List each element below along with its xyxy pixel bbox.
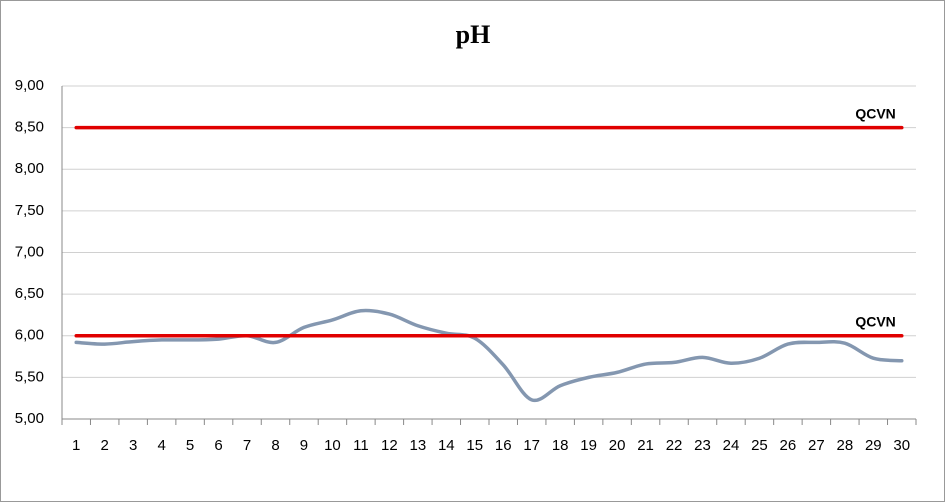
x-tick-label: 7 bbox=[243, 437, 251, 454]
y-tick-label: 7,50 bbox=[15, 202, 44, 219]
x-tick-label: 13 bbox=[409, 437, 426, 454]
y-tick-label: 6,50 bbox=[15, 285, 44, 302]
y-tick-label: 5,00 bbox=[15, 410, 44, 427]
y-tick-label: 9,00 bbox=[15, 77, 44, 94]
x-tick-label: 22 bbox=[666, 437, 683, 454]
x-tick-label: 17 bbox=[523, 437, 540, 454]
line-label: QCVN bbox=[855, 105, 895, 121]
x-tick-label: 12 bbox=[381, 437, 398, 454]
x-tick-label: 20 bbox=[609, 437, 626, 454]
x-tick-label: 26 bbox=[780, 437, 797, 454]
x-tick-label: 29 bbox=[865, 437, 882, 454]
y-tick-label: 8,00 bbox=[15, 160, 44, 177]
x-tick-label: 24 bbox=[723, 437, 740, 454]
x-tick-label: 21 bbox=[637, 437, 654, 454]
x-tick-label: 9 bbox=[300, 437, 308, 454]
x-tick-label: 4 bbox=[157, 437, 165, 454]
chart-title: pH bbox=[456, 20, 491, 49]
x-tick-label: 15 bbox=[466, 437, 483, 454]
y-tick-label: 8,50 bbox=[15, 119, 44, 136]
x-tick-label: 3 bbox=[129, 437, 137, 454]
x-tick-label: 30 bbox=[893, 437, 910, 454]
x-tick-label: 28 bbox=[836, 437, 853, 454]
x-tick-label: 8 bbox=[271, 437, 279, 454]
x-tick-label: 18 bbox=[552, 437, 569, 454]
x-tick-label: 2 bbox=[101, 437, 109, 454]
x-tick-label: 16 bbox=[495, 437, 512, 454]
x-tick-label: 10 bbox=[324, 437, 341, 454]
y-tick-label: 6,00 bbox=[15, 327, 44, 344]
x-tick-label: 14 bbox=[438, 437, 455, 454]
y-tick-label: 7,00 bbox=[15, 243, 44, 260]
y-tick-label: 5,50 bbox=[15, 368, 44, 385]
x-tick-label: 19 bbox=[580, 437, 597, 454]
x-tick-label: 1 bbox=[72, 437, 80, 454]
data-line bbox=[74, 308, 904, 403]
x-tick-label: 5 bbox=[186, 437, 194, 454]
x-tick-label: 23 bbox=[694, 437, 711, 454]
x-tick-label: 27 bbox=[808, 437, 825, 454]
x-tick-label: 25 bbox=[751, 437, 768, 454]
line-label: QCVN bbox=[855, 313, 895, 329]
x-tick-label: 11 bbox=[353, 437, 369, 454]
x-tick-label: 6 bbox=[214, 437, 222, 454]
